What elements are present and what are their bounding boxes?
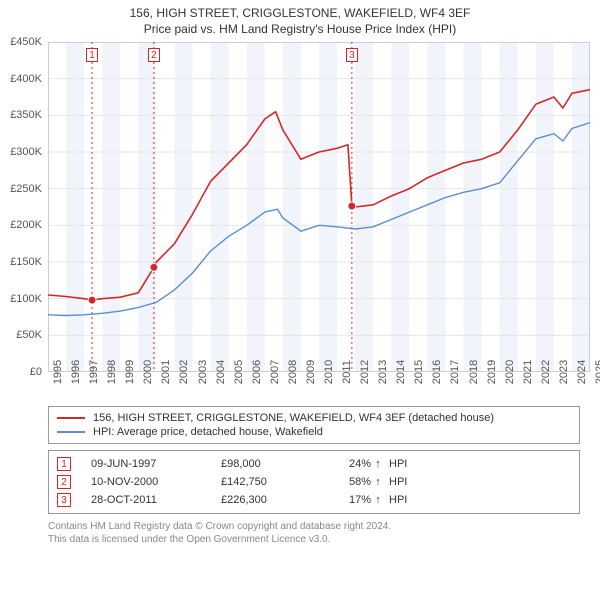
x-tick-label: 2011 xyxy=(337,360,353,384)
legend: 156, HIGH STREET, CRIGGLESTONE, WAKEFIEL… xyxy=(48,406,580,444)
event-vs-label: HPI xyxy=(385,494,407,506)
y-tick-label: £250K xyxy=(10,183,48,195)
y-tick-label: £450K xyxy=(10,36,48,48)
events-table: 109-JUN-1997£98,00024%↑HPI210-NOV-2000£1… xyxy=(48,450,580,514)
x-tick-label: 2007 xyxy=(265,360,281,384)
x-tick-label: 2017 xyxy=(445,360,461,384)
event-vs-label: HPI xyxy=(385,476,407,488)
event-date: 28-OCT-2011 xyxy=(91,494,221,506)
x-tick-label: 2016 xyxy=(427,360,443,384)
x-tick-label: 1996 xyxy=(66,360,82,384)
event-price: £98,000 xyxy=(221,458,321,470)
y-tick-label: £200K xyxy=(10,219,48,231)
event-marker-3: 3 xyxy=(346,48,358,62)
x-tick-label: 1998 xyxy=(102,360,118,384)
x-tick-label: 2019 xyxy=(482,360,498,384)
event-number: 1 xyxy=(57,457,71,471)
chart-area: £0£50K£100K£150K£200K£250K£300K£350K£400… xyxy=(48,42,590,372)
x-tick-label: 2022 xyxy=(536,360,552,384)
chart-subtitle: Price paid vs. HM Land Registry's House … xyxy=(0,20,600,42)
x-tick-label: 2014 xyxy=(391,360,407,384)
x-tick-label: 2012 xyxy=(355,360,371,384)
credits: Contains HM Land Registry data © Crown c… xyxy=(48,520,580,546)
chart-title: 156, HIGH STREET, CRIGGLESTONE, WAKEFIEL… xyxy=(0,0,600,20)
x-tick-label: 2023 xyxy=(554,360,570,384)
x-tick-label: 2013 xyxy=(373,360,389,384)
event-marker-1: 1 xyxy=(86,48,98,62)
y-tick-label: £100K xyxy=(10,293,48,305)
arrow-up-icon: ↑ xyxy=(371,458,385,470)
event-pct: 17% xyxy=(321,494,371,506)
x-tick-label: 2005 xyxy=(229,360,245,384)
y-tick-label: £0 xyxy=(30,366,48,378)
legend-item: 156, HIGH STREET, CRIGGLESTONE, WAKEFIEL… xyxy=(57,411,571,425)
arrow-up-icon: ↑ xyxy=(371,494,385,506)
x-tick-label: 2020 xyxy=(500,360,516,384)
legend-swatch xyxy=(57,431,85,433)
chart-svg xyxy=(48,42,590,372)
event-pct: 58% xyxy=(321,476,371,488)
x-tick-label: 2015 xyxy=(409,360,425,384)
legend-item: HPI: Average price, detached house, Wake… xyxy=(57,425,571,439)
x-tick-label: 1997 xyxy=(84,360,100,384)
y-tick-label: £300K xyxy=(10,146,48,158)
y-tick-label: £150K xyxy=(10,256,48,268)
event-number: 3 xyxy=(57,493,71,507)
event-price: £226,300 xyxy=(221,494,321,506)
event-vs-label: HPI xyxy=(385,458,407,470)
event-row: 3 28-OCT-2011£226,30017%↑HPI xyxy=(57,491,571,509)
legend-swatch xyxy=(57,417,85,419)
legend-label: 156, HIGH STREET, CRIGGLESTONE, WAKEFIEL… xyxy=(93,412,494,424)
event-marker-2: 2 xyxy=(148,48,160,62)
x-tick-label: 2008 xyxy=(283,360,299,384)
credits-line-1: Contains HM Land Registry data © Crown c… xyxy=(48,520,580,533)
event-row: 1 09-JUN-1997£98,00024%↑HPI xyxy=(57,455,571,473)
x-tick-label: 2009 xyxy=(301,360,317,384)
x-tick-label: 2018 xyxy=(464,360,480,384)
x-tick-label: 1995 xyxy=(48,360,64,384)
x-tick-label: 2004 xyxy=(211,360,227,384)
event-date: 09-JUN-1997 xyxy=(91,458,221,470)
x-tick-label: 2025 xyxy=(590,360,600,384)
x-tick-label: 2001 xyxy=(156,360,172,384)
y-tick-label: £350K xyxy=(10,109,48,121)
x-tick-label: 2021 xyxy=(518,360,534,384)
x-tick-label: 2000 xyxy=(138,360,154,384)
x-tick-label: 2003 xyxy=(193,360,209,384)
x-tick-label: 2024 xyxy=(572,360,588,384)
credits-line-2: This data is licensed under the Open Gov… xyxy=(48,533,580,546)
event-price: £142,750 xyxy=(221,476,321,488)
arrow-up-icon: ↑ xyxy=(371,476,385,488)
y-tick-label: £400K xyxy=(10,73,48,85)
event-row: 2 10-NOV-2000£142,75058%↑HPI xyxy=(57,473,571,491)
event-pct: 24% xyxy=(321,458,371,470)
x-tick-label: 2010 xyxy=(319,360,335,384)
y-tick-label: £50K xyxy=(16,329,48,341)
x-tick-label: 2006 xyxy=(247,360,263,384)
event-date: 10-NOV-2000 xyxy=(91,476,221,488)
x-tick-label: 1999 xyxy=(120,360,136,384)
x-tick-label: 2002 xyxy=(174,360,190,384)
legend-label: HPI: Average price, detached house, Wake… xyxy=(93,426,323,438)
event-number: 2 xyxy=(57,475,71,489)
